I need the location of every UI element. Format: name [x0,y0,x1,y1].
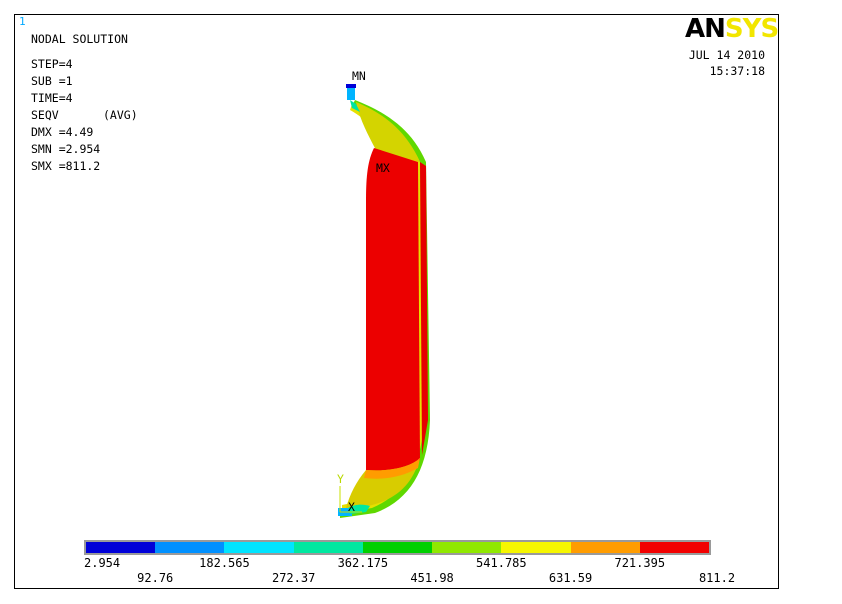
cylinder-body [366,148,420,472]
x-axis-label: X [348,500,355,514]
legend-tick-label: 451.98 [410,571,454,585]
max-marker: MX [376,161,390,175]
legend-swatch [224,542,294,553]
legend-swatch [293,542,363,553]
smx-label: SMX =811.2 [31,159,101,173]
smn-label: SMN =2.954 [31,142,101,156]
bottom-orange-band [364,458,420,479]
y-axis-label: Y [337,472,344,486]
logo-an: AN [685,14,726,44]
date-stamp: JUL 14 2010 15:37:18 [677,47,765,79]
ansys-logo: ANSYS [685,14,779,44]
legend-tick-label: 182.565 [199,556,250,570]
top-head-region [356,102,420,162]
legend-tick-label: 721.395 [614,556,666,570]
legend-tick-label: 92.76 [137,571,174,585]
top-nozzle-cap [346,84,356,88]
top-nozzle-neck [350,100,360,112]
step-label: STEP=4 [31,57,73,71]
legend-tick-label: 811.2 [698,571,736,585]
solution-title: NODAL SOLUTION [31,32,128,46]
legend-tick-label: 631.59 [548,571,593,585]
outer-wall-band [420,162,428,455]
avg-label: (AVG) [103,108,138,122]
contour-legend [84,540,711,555]
legend-swatch [570,542,640,553]
dmx-label: DMX =4.49 [31,125,94,139]
window-number: 1 [19,15,26,28]
top-nozzle [347,84,355,100]
legend-swatch [362,542,433,553]
legend-tick-label: 362.175 [337,556,389,570]
legend-tick-label: 272.37 [271,571,316,585]
legend-tick-label: 541.785 [476,556,527,570]
time-label: TIME=4 [31,91,73,105]
legend-tick-label: 2.954 [84,556,121,570]
legend-swatch [501,542,571,553]
sub-label: SUB =1 [31,74,73,88]
date-day: JUL 14 2010 [688,48,765,62]
date-time: 15:37:18 [709,64,765,78]
legend-swatch [639,542,709,553]
min-marker: MN [352,69,366,83]
legend-swatch [432,542,502,553]
legend-swatch [86,542,156,553]
logo-sys: SYS [724,14,779,44]
legend-swatch [155,542,225,553]
seqv-label: SEQV [31,108,59,122]
